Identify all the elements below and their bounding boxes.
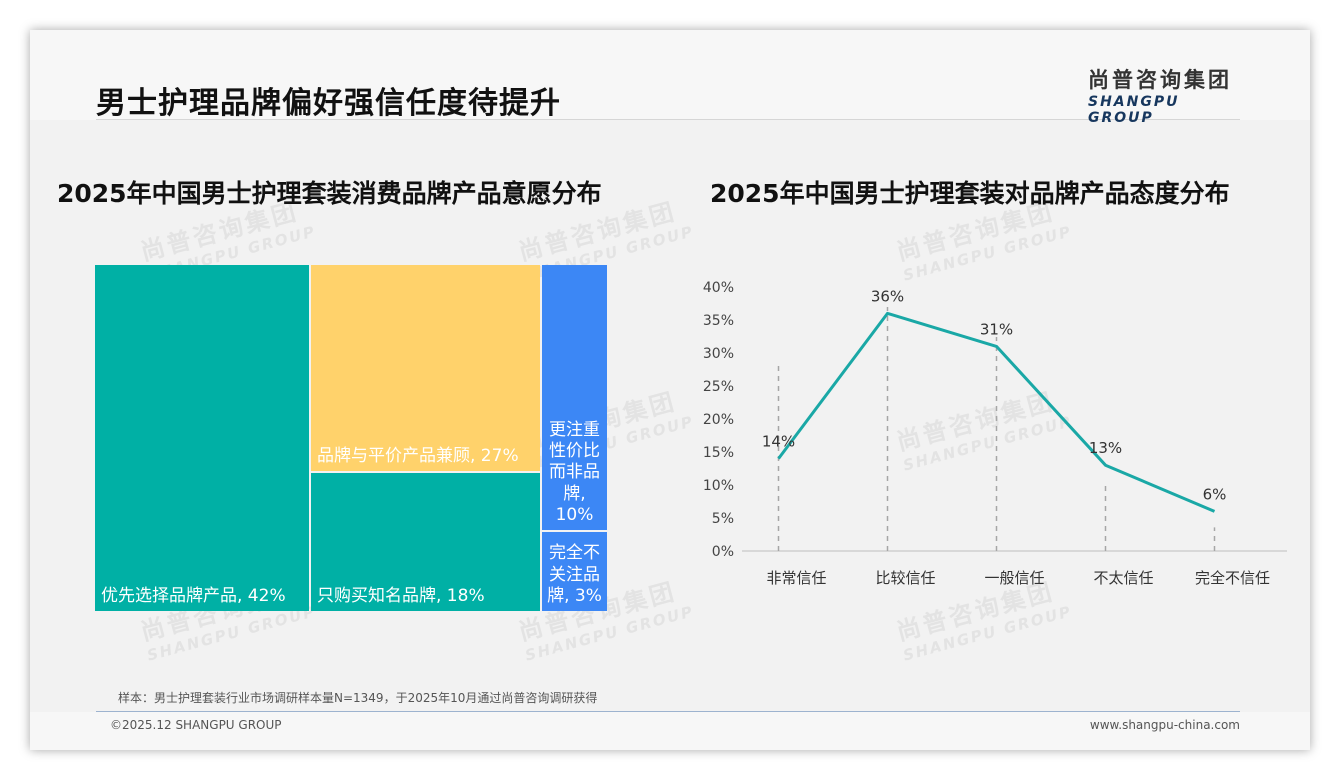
- page-title: 男士护理品牌偏好强信任度待提升: [96, 86, 561, 121]
- data-label: 13%: [1089, 439, 1122, 457]
- x-tick-label: 比较信任: [875, 569, 935, 587]
- treemap-title: 2025年中国男士护理套装消费品牌产品意愿分布: [57, 179, 602, 208]
- treemap-tile-label: 完全不关注品牌, 3%: [547, 543, 602, 606]
- treemap-tile-value-focus: 更注重性价比而非品牌, 10%: [542, 265, 607, 530]
- treemap-tile-label: 优先选择品牌产品, 42%: [101, 585, 286, 606]
- logo-en-text: SHANGPU GROUP: [1088, 94, 1180, 126]
- data-label: 36%: [871, 287, 904, 305]
- data-label: 14%: [762, 433, 795, 451]
- y-tick-label: 40%: [703, 280, 734, 296]
- treemap-tile-famous-only: 只购买知名品牌, 18%: [311, 473, 540, 611]
- y-tick-label: 0%: [712, 544, 734, 560]
- title-divider: [96, 119, 1240, 120]
- y-tick-label: 5%: [712, 511, 734, 527]
- slide: 男士护理品牌偏好强信任度待提升 尚普咨询集团 SHANGPU GROUP 尚普咨…: [30, 30, 1310, 750]
- sample-note: 样本：男士护理套装行业市场调研样本量N=1349，于2025年10月通过尚普咨询…: [118, 691, 598, 705]
- footer-divider: [96, 711, 1240, 712]
- y-tick-label: 10%: [703, 478, 734, 494]
- y-tick-label: 25%: [703, 379, 734, 395]
- x-tick-label: 一般信任: [984, 569, 1044, 587]
- x-tick-label: 不太信任: [1093, 569, 1153, 587]
- website-text: www.shangpu-china.com: [1089, 718, 1240, 732]
- treemap-tile-label: 只购买知名品牌, 18%: [317, 585, 485, 606]
- header-band: [30, 30, 1310, 120]
- line-chart: 0% 5% 10% 15% 20% 25% 30% 35% 40% 非常信任 比较信任 一般信任 不太信…: [703, 280, 1287, 587]
- footer-band: [30, 712, 1310, 750]
- series-line: [777, 311, 1216, 513]
- treemap-tile-no-care: 完全不关注品牌, 3%: [542, 532, 607, 611]
- treemap-tile-brand-first: 优先选择品牌产品, 42%: [95, 265, 309, 611]
- company-logo: 尚普咨询集团 SHANGPU GROUP: [1088, 64, 1248, 126]
- line-chart-title: 2025年中国男士护理套装对品牌产品态度分布: [710, 179, 1230, 208]
- y-tick-label: 20%: [703, 412, 734, 428]
- x-tick-label: 完全不信任: [1195, 569, 1270, 587]
- treemap-tile-label: 品牌与平价产品兼顾, 27%: [317, 445, 519, 466]
- y-tick-label: 35%: [703, 313, 734, 329]
- data-label: 6%: [1203, 485, 1227, 503]
- logo-cn-text: 尚普咨询集团: [1088, 68, 1232, 92]
- treemap-tile-label: 更注重性价比而非品牌, 10%: [549, 419, 600, 525]
- copyright-text: ©2025.12 SHANGPU GROUP: [110, 718, 282, 732]
- x-tick-label: 非常信任: [766, 569, 826, 587]
- data-label: 31%: [980, 320, 1013, 338]
- y-tick-label: 30%: [703, 346, 734, 362]
- y-tick-label: 15%: [703, 445, 734, 461]
- treemap-tile-balanced: 品牌与平价产品兼顾, 27%: [311, 265, 540, 471]
